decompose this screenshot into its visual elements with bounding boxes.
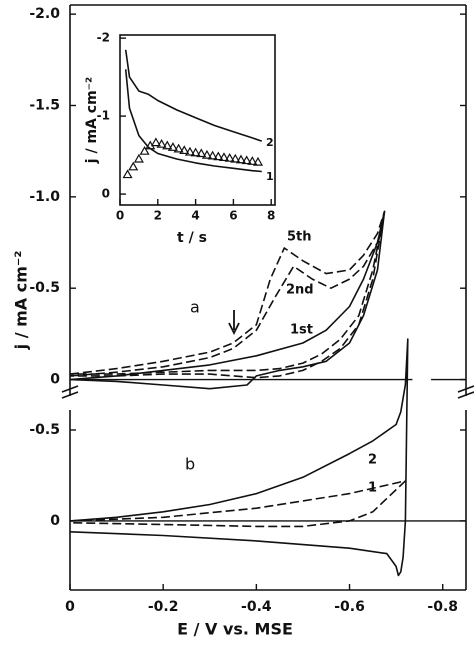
x-tick-label: -0.2 bbox=[148, 599, 179, 615]
y-tick-label: -1.0 bbox=[29, 189, 60, 205]
series-label: 1 bbox=[368, 481, 377, 496]
triangle-point bbox=[128, 161, 139, 171]
panel-label: a bbox=[190, 298, 200, 317]
triangle-point bbox=[156, 138, 167, 148]
triangle-point bbox=[241, 155, 252, 165]
y-tick-label: -1 bbox=[97, 109, 110, 123]
x-tick-label: 2 bbox=[154, 209, 162, 223]
x-axis-label: t / s bbox=[177, 230, 207, 246]
x-tick-label: 4 bbox=[191, 209, 199, 223]
x-tick-label: 6 bbox=[229, 209, 237, 223]
y-tick-label: 0 bbox=[50, 513, 60, 529]
x-axis-label: E / V vs. MSE bbox=[177, 620, 293, 639]
triangle-point bbox=[139, 145, 150, 155]
series-label: 1st bbox=[290, 323, 313, 338]
series-label: 1 bbox=[266, 170, 274, 183]
arrow bbox=[228, 310, 240, 336]
y-tick-label: -0.5 bbox=[29, 422, 60, 438]
panel-label: b bbox=[185, 455, 195, 474]
triangle-point bbox=[179, 145, 190, 155]
triangle-point bbox=[190, 147, 201, 157]
series-line bbox=[124, 69, 262, 173]
series-label: 2 bbox=[266, 136, 274, 149]
triangle-point bbox=[235, 154, 247, 164]
x-tick-label: -0.6 bbox=[334, 599, 365, 615]
x-tick-label: 0 bbox=[116, 209, 124, 223]
triangle-point bbox=[218, 152, 229, 162]
triangle-point bbox=[150, 137, 161, 147]
triangle-point bbox=[167, 142, 178, 151]
triangle-point bbox=[224, 153, 235, 162]
triangle-point bbox=[122, 169, 133, 179]
axis-break bbox=[61, 385, 474, 399]
inset-frame bbox=[119, 34, 276, 206]
triangle-point bbox=[230, 153, 241, 163]
triangle-point bbox=[213, 151, 224, 161]
triangle-point bbox=[247, 156, 258, 165]
triangle-point bbox=[196, 148, 207, 158]
series-line bbox=[124, 49, 263, 142]
series-line bbox=[69, 210, 386, 390]
x-tick-label: 8 bbox=[267, 209, 275, 223]
series-label: 2 bbox=[368, 453, 377, 468]
y-tick-label: -1.5 bbox=[29, 97, 60, 113]
x-tick-label: -0.4 bbox=[241, 599, 272, 615]
y-axis-label: j / mA cm⁻² bbox=[84, 77, 100, 164]
triangle-point bbox=[162, 140, 173, 150]
series-label: 2nd bbox=[286, 283, 314, 298]
series-line bbox=[69, 480, 407, 528]
triangle-point bbox=[133, 153, 144, 163]
x-tick-label: -0.8 bbox=[427, 599, 458, 615]
triangle-point bbox=[201, 149, 212, 159]
y-axis-label: j / mA cm⁻² bbox=[12, 251, 31, 351]
y-tick-label: -2.0 bbox=[29, 6, 60, 22]
triangle-point bbox=[184, 146, 195, 156]
y-tick-label: 0 bbox=[102, 187, 110, 201]
series-line bbox=[69, 210, 386, 375]
y-tick-label: 0 bbox=[50, 372, 60, 388]
series-line bbox=[69, 338, 409, 577]
triangle-point bbox=[173, 143, 184, 153]
series-label: 5th bbox=[287, 230, 312, 245]
x-tick-label: 0 bbox=[65, 599, 75, 615]
triangle-point bbox=[252, 156, 264, 166]
y-tick-label: -0.5 bbox=[29, 280, 60, 296]
y-tick-label: -2 bbox=[97, 31, 110, 45]
triangle-point bbox=[207, 150, 218, 160]
